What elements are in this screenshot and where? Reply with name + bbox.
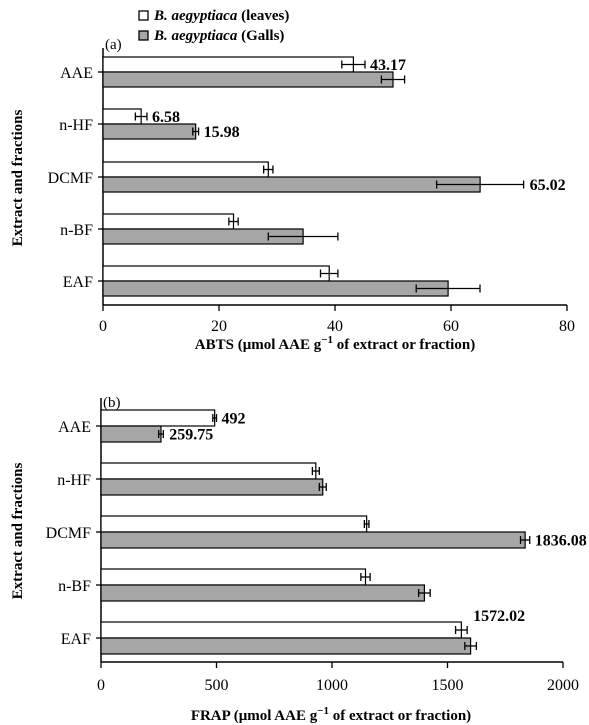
x-axis-title-superscript: −1: [317, 705, 329, 717]
legend-swatch-galls: [138, 30, 149, 41]
panel-label: (b): [103, 395, 121, 411]
data-label: 1572.02: [473, 608, 525, 625]
bar: [100, 409, 216, 427]
error-bar: [267, 232, 339, 241]
error-bar: [263, 165, 274, 174]
y-tick-label: AAE: [60, 65, 93, 82]
data-label: 65.02: [530, 177, 566, 194]
error-bar: [318, 483, 327, 491]
x-tick-label: 500: [205, 677, 229, 694]
bar: [100, 515, 368, 533]
x-tick-label: 0: [99, 318, 107, 335]
bar: [102, 123, 197, 140]
x-tick-label: 1000: [316, 677, 348, 694]
bar: [102, 280, 449, 297]
error-bar: [360, 573, 371, 581]
x-axis-title-rest: of extract or fraction): [329, 708, 471, 724]
bar: [100, 637, 472, 655]
data-label: 6.58: [152, 109, 180, 126]
error-bar: [435, 180, 525, 189]
bar: [100, 568, 367, 586]
x-axis-title-main: ABTS (μmol AAE g: [195, 337, 322, 353]
data-label: 43.17: [370, 57, 406, 74]
y-tick-label: n-HF: [57, 472, 91, 489]
legend-item-galls: B. aegyptiaca (Galls): [138, 28, 284, 44]
bar: [100, 425, 162, 443]
data-label: 15.98: [204, 124, 240, 141]
data-label: 1836.08: [535, 533, 587, 550]
bar: [102, 161, 269, 178]
error-bar: [158, 430, 164, 438]
x-axis-title-main: FRAP (μmol AAE g: [191, 708, 318, 724]
x-tick-label: 80: [559, 318, 575, 335]
bar: [102, 56, 354, 73]
error-bar: [454, 626, 468, 634]
x-axis-title-rest: of extract or fraction): [333, 337, 475, 353]
bar: [102, 265, 330, 282]
bar: [102, 213, 235, 230]
x-tick-label: 1500: [432, 677, 464, 694]
legend: B. aegyptiaca (leaves) B. aegyptiaca (Ga…: [138, 8, 289, 44]
error-bar: [341, 60, 366, 69]
error-bar: [380, 75, 406, 84]
legend-item-leaves: B. aegyptiaca (leaves): [138, 8, 289, 24]
x-tick-label: 20: [211, 318, 227, 335]
y-tick-label: n-BF: [58, 578, 91, 595]
bar: [100, 531, 526, 549]
x-tick-label: 2000: [547, 677, 579, 694]
chart-panel-a: 0 20 40 60 80 AAE n-HF DCMF n-BF EAF 43.17 6.58 15.9…: [10, 37, 575, 353]
panel-label: (a): [105, 37, 122, 53]
bar: [100, 462, 317, 480]
y-tick-label: EAF: [61, 631, 91, 648]
error-bar: [415, 284, 481, 293]
chart-panel-b: 0 500 1000 1500 2000 AAE n-HF DCMF n-BF EAF 492 259…: [10, 395, 587, 724]
legend-label-leaves: B. aegyptiaca (leaves): [153, 8, 289, 24]
x-axis-title-superscript: −1: [321, 334, 333, 346]
error-bar: [519, 536, 531, 544]
error-bar: [134, 112, 148, 121]
error-bar: [228, 217, 239, 226]
error-bar: [417, 589, 431, 597]
y-tick-label: EAF: [63, 274, 93, 291]
x-axis-title: ABTS (μmol AAE g−1 of extract or fractio…: [195, 334, 475, 353]
error-bar: [464, 642, 478, 650]
x-tick-label: 60: [443, 318, 459, 335]
y-tick-label: n-HF: [59, 117, 93, 134]
x-tick-label: 0: [97, 677, 105, 694]
bar: [100, 478, 324, 496]
y-tick-label: n-BF: [60, 222, 93, 239]
y-tick-label: DCMF: [48, 170, 93, 187]
bar: [102, 71, 394, 88]
legend-swatch-leaves: [138, 10, 149, 21]
x-axis-title: FRAP (μmol AAE g−1 of extract or fractio…: [191, 705, 471, 724]
bar: [102, 176, 481, 193]
y-tick-label: AAE: [58, 419, 91, 436]
data-label: 259.75: [169, 427, 213, 444]
error-bar: [363, 520, 370, 528]
bar: [100, 621, 462, 639]
bar: [100, 584, 425, 602]
error-bar: [311, 467, 320, 475]
legend-label-galls: B. aegyptiaca (Galls): [153, 28, 284, 44]
y-tick-label: DCMF: [46, 525, 91, 542]
error-bar: [319, 269, 339, 278]
x-tick-label: 40: [327, 318, 343, 335]
y-axis-title: Extract and fractions: [10, 463, 26, 600]
error-bar: [192, 127, 200, 136]
error-bar: [212, 414, 218, 422]
data-label: 492: [222, 411, 246, 428]
y-axis-title: Extract and fractions: [10, 110, 26, 247]
